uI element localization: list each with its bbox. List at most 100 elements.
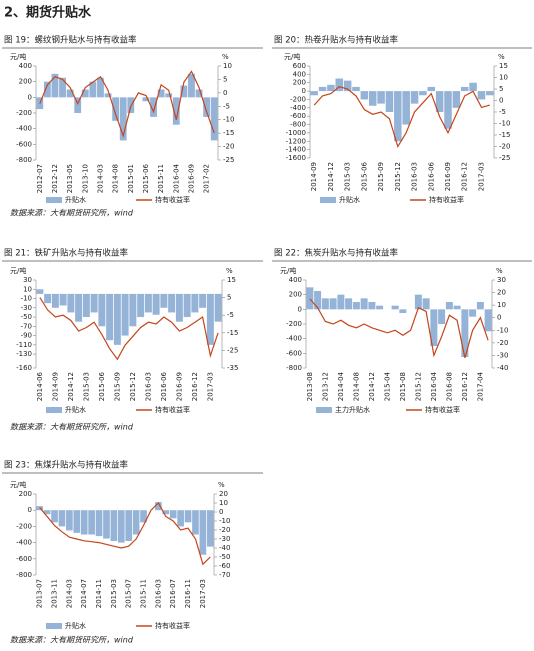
x-tick-label: 2016-06: [427, 161, 435, 191]
y2-tick-label: -5: [227, 311, 234, 319]
y-tick-label: 400: [19, 62, 32, 70]
bar: [88, 510, 95, 535]
y-tick-label: 200: [293, 79, 306, 87]
bar: [444, 91, 452, 129]
y2-tick-label: 5: [223, 75, 227, 83]
y-tick-label: -50: [21, 313, 32, 321]
bar: [427, 86, 436, 92]
y2-tick-label: -15: [227, 329, 238, 337]
y2-tick-label: 0: [499, 97, 503, 105]
x-tick-label: 2016-09: [175, 372, 183, 401]
bar: [98, 293, 106, 327]
x-tick-label: 2015-06: [142, 163, 150, 193]
y-tick-label: 200: [19, 78, 32, 86]
x-tick-label: 2017-03: [206, 372, 214, 401]
x-tick-label: 2014-04: [337, 371, 345, 401]
x-tick-label: 2016-04: [430, 371, 438, 401]
x-tick-label: 2014-03: [96, 164, 104, 193]
y2-tick-label: -5: [499, 108, 506, 116]
bar: [203, 97, 211, 117]
y-tick-label: 0: [302, 87, 306, 95]
bar: [414, 294, 422, 310]
bar: [51, 510, 58, 523]
x-tick-label: 2016-09: [187, 164, 195, 193]
bar: [184, 510, 192, 523]
bar: [119, 97, 127, 141]
x-tick-label: 2013-05: [66, 164, 74, 193]
y-tick-label: -30: [21, 304, 32, 312]
line-series: [39, 502, 211, 566]
y2-tick-label: 10: [499, 74, 508, 82]
y2-tick-label: -20: [499, 143, 510, 151]
y-tick-label: -600: [290, 112, 306, 120]
y-tick-label: -10: [21, 295, 32, 303]
bar: [142, 97, 150, 102]
bar: [51, 293, 59, 308]
y2-tick-label: 0: [497, 314, 501, 322]
y2-tick-label: -50: [219, 553, 230, 561]
bar: [460, 86, 469, 92]
y-tick-label: -1200: [286, 137, 306, 145]
y-tick-label: 0: [28, 506, 32, 514]
bar: [327, 84, 335, 92]
y-tick-label: -800: [290, 121, 306, 129]
bar: [113, 293, 121, 345]
bar: [112, 97, 120, 121]
y2-tick-label: -70: [219, 571, 230, 579]
bar: [192, 510, 199, 535]
y-tick-label: -130: [16, 350, 32, 358]
bar: [377, 91, 385, 104]
x-tick-label: 2016-11: [184, 579, 192, 608]
y2-tick-label: -35: [227, 364, 238, 372]
bar: [195, 89, 203, 98]
bar: [410, 91, 419, 104]
section-title: 2、期货升贴水: [4, 5, 92, 21]
y-tick-label: -160: [16, 364, 32, 372]
chart-title: 图 22：焦炭升贴水与持有收益率: [274, 248, 399, 259]
y2-tick-label: -40: [219, 544, 230, 552]
y2-axis-unit: %: [226, 267, 233, 275]
y-tick-label: 0: [298, 305, 302, 313]
x-tick-label: 2016-03: [154, 579, 162, 608]
x-tick-label: 2015-01: [127, 164, 135, 193]
x-tick-label: 2014-08: [352, 372, 360, 401]
chart-title: 图 19：螺纹钢升贴水与持有收益率: [4, 35, 137, 46]
chart-title: 图 20：热卷升贴水与持有收益率: [274, 35, 399, 46]
bar: [484, 309, 492, 332]
legend-label: 持有收益率: [429, 195, 464, 204]
y2-tick-label: -15: [499, 131, 510, 139]
bar: [117, 510, 125, 543]
bar: [43, 81, 51, 98]
x-tick-label: 2017-03: [199, 579, 207, 608]
y-tick-label: -200: [290, 95, 306, 103]
x-tick-label: 2015-12: [129, 372, 137, 401]
y2-tick-label: 20: [497, 289, 506, 297]
line-series: [309, 298, 489, 359]
bar: [129, 293, 137, 327]
y2-tick-label: 20: [219, 490, 228, 498]
bar: [177, 510, 184, 527]
x-tick-label: 2015-09: [113, 372, 121, 401]
x-tick-label: 2015-09: [377, 162, 385, 191]
y2-tick-label: 5: [499, 85, 503, 93]
y-tick-label: -400: [16, 125, 32, 133]
bar: [59, 77, 66, 98]
x-tick-label: 2014-12: [327, 162, 335, 191]
bar: [160, 293, 168, 308]
legend-swatch: [46, 407, 62, 413]
bar: [469, 82, 477, 92]
y2-tick-label: 10: [219, 499, 228, 507]
bar: [175, 293, 183, 322]
legend-label: 升贴水: [339, 195, 360, 204]
bar: [43, 510, 51, 515]
bar: [44, 293, 52, 304]
legend-label: 升贴水: [65, 195, 86, 204]
bar: [73, 510, 81, 533]
bar: [66, 510, 73, 531]
x-tick-label: 2016-04: [172, 163, 180, 193]
bar: [368, 302, 376, 310]
y-axis-unit: 元/吨: [280, 266, 296, 275]
x-tick-label: 2015-06: [360, 161, 368, 191]
y2-tick-label: -40: [497, 364, 508, 372]
x-tick-label: 2014-12: [368, 372, 376, 401]
